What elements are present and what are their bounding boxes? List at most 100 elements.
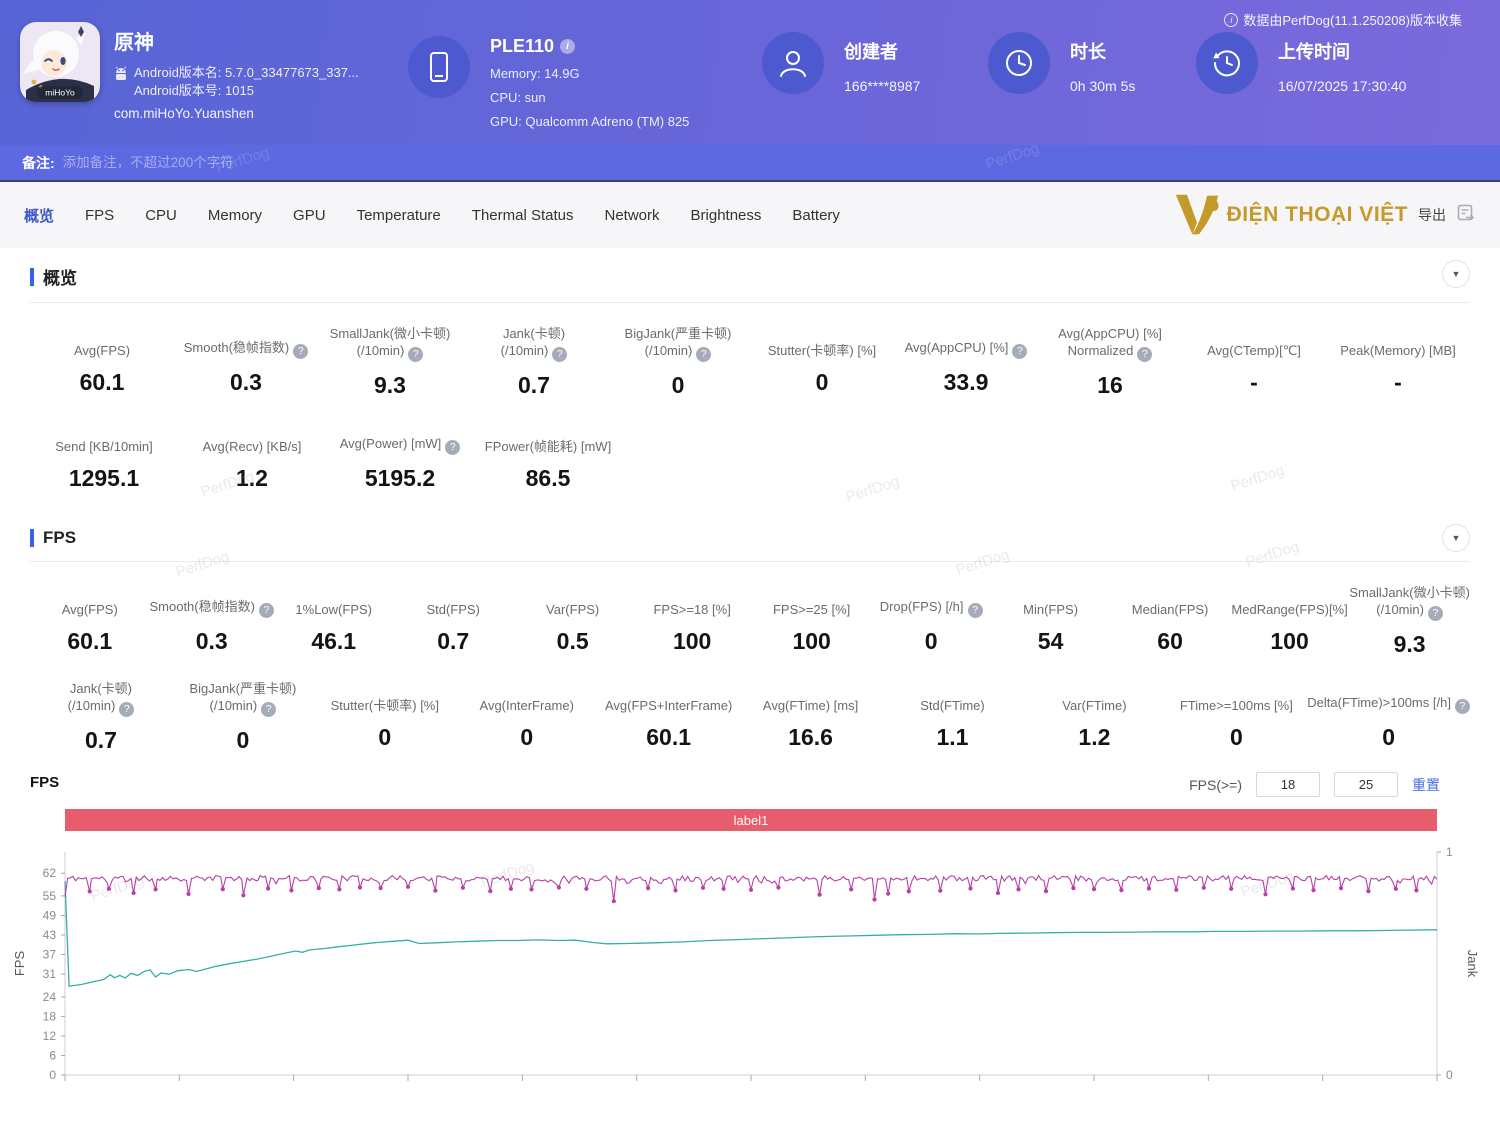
metric-label: Std(FPS): [393, 584, 512, 618]
metric-value: 5195.2: [326, 465, 474, 492]
metric-label: Stutter(卡顿率) [%]: [750, 325, 894, 359]
metric-value: 46.1: [274, 628, 393, 655]
help-icon[interactable]: ?: [552, 347, 567, 362]
metric-value: 0.7: [393, 628, 512, 655]
metric-var-fps: Var(FPS) 0.5: [513, 584, 632, 658]
fps-chart-title: FPS: [30, 774, 59, 791]
fps-threshold-input-2[interactable]: [1334, 772, 1398, 797]
device-model: PLE110: [490, 36, 554, 57]
svg-text:62: 62: [43, 866, 57, 880]
help-icon[interactable]: ?: [1137, 347, 1152, 362]
metric-value: 54: [991, 628, 1110, 655]
metric-avg-fps: Avg(FPS) 60.1: [30, 584, 149, 658]
upload-time-label: 上传时间: [1278, 38, 1406, 64]
svg-text:1: 1: [1446, 845, 1453, 859]
tab-memory[interactable]: Memory: [208, 207, 262, 224]
metric-jank: Jank(卡顿)(/10min)? 0.7: [462, 325, 606, 399]
tab-battery[interactable]: Battery: [792, 207, 840, 224]
help-icon[interactable]: ?: [968, 603, 983, 618]
metric-value: 0: [1307, 724, 1470, 751]
metric-label: Avg(Power) [mW]?: [326, 421, 474, 455]
metric-value: 100: [1230, 628, 1349, 655]
metric-label: Drop(FPS) [/h]?: [871, 584, 990, 618]
metric-fps-ge-25: FPS>=25 [%]100: [752, 584, 871, 658]
export-button[interactable]: 导出: [1418, 205, 1446, 225]
metric-avg-recv: Avg(Recv) [KB/s] 1.2: [178, 421, 326, 492]
metric-label: Avg(Recv) [KB/s]: [178, 421, 326, 455]
metric-label: Peak(Memory) [MB]: [1326, 325, 1470, 359]
metric-label: Var(FPS): [513, 584, 632, 618]
app-name: 原神: [114, 26, 359, 55]
tab-thermal-status[interactable]: Thermal Status: [472, 207, 574, 224]
report-header: miHoYo 原神 Android版本名: 5.7.0_33477: [0, 0, 1500, 145]
svg-text:12: 12: [43, 1029, 57, 1043]
metric-value: 60.1: [30, 628, 149, 655]
metric-send: Send [KB/10min]1295.1: [30, 421, 178, 492]
brand-v-icon: [1173, 192, 1221, 238]
overview-metrics-row-1: Avg(FPS)60.1Smooth(稳帧指数)?0.3SmallJank(微小…: [0, 303, 1500, 399]
export-icon[interactable]: [1456, 203, 1476, 228]
tab-cpu[interactable]: CPU: [145, 207, 177, 224]
help-icon[interactable]: ?: [1012, 344, 1027, 359]
metric-label: Jank(卡顿)(/10min)?: [462, 325, 606, 362]
metric-value: 0.3: [174, 369, 318, 396]
help-icon[interactable]: ?: [259, 603, 274, 618]
metric-value: 0.7: [462, 372, 606, 399]
help-icon[interactable]: ?: [1455, 699, 1470, 714]
fps-line-chart[interactable]: 6255494337312418126010FPSJank: [0, 840, 1500, 1086]
collected-by-note: i 数据由PerfDog(11.1.250208)版本收集: [1224, 10, 1462, 29]
svg-text:0: 0: [1446, 1068, 1453, 1082]
metric-label: Avg(CTemp)[℃]: [1182, 325, 1326, 359]
help-icon[interactable]: ?: [408, 347, 423, 362]
metric-peak-memory: Peak(Memory) [MB]-: [1326, 325, 1470, 399]
metric-smooth: Smooth(稳帧指数)?0.3: [149, 584, 273, 658]
metric-avg-appcpu-normalized: Avg(AppCPU) [%]Normalized?16: [1038, 325, 1182, 399]
metric-avg-power: Avg(Power) [mW]? 5195.2: [326, 421, 474, 492]
creator-value: 166****8987: [844, 78, 920, 94]
metric-label: Median(FPS): [1110, 584, 1229, 618]
metric-ftime-ge-100ms: FTime>=100ms [%]0: [1165, 680, 1307, 754]
device-info-icon[interactable]: i: [560, 39, 575, 54]
metric-smalljank: SmallJank(微小卡顿)(/10min)? 9.3: [1349, 584, 1470, 658]
section-accent-bar: [30, 268, 34, 286]
tab-brightness[interactable]: Brightness: [691, 207, 762, 224]
metric-value: 9.3: [1349, 631, 1470, 658]
fps-threshold-input-1[interactable]: [1256, 772, 1320, 797]
person-icon: [762, 32, 824, 94]
metric-smooth: Smooth(稳帧指数)?0.3: [174, 325, 318, 399]
help-icon[interactable]: ?: [696, 347, 711, 362]
overview-section-title: 概览: [43, 264, 77, 289]
metric-value: 0: [750, 369, 894, 396]
device-memory: Memory: 14.9G: [490, 66, 689, 81]
help-icon[interactable]: ?: [119, 702, 134, 717]
help-icon[interactable]: ?: [1428, 606, 1443, 621]
tab-gpu[interactable]: GPU: [293, 207, 326, 224]
metric-jank: Jank(卡顿)(/10min)?0.7: [30, 680, 172, 754]
device-cpu: CPU: sun: [490, 90, 689, 105]
fps-collapse-button[interactable]: ▼: [1442, 524, 1470, 552]
svg-text:FPS: FPS: [12, 951, 27, 977]
tab-overview[interactable]: 概览: [24, 205, 54, 226]
reset-button[interactable]: 重置: [1412, 775, 1440, 795]
tab-network[interactable]: Network: [605, 207, 660, 224]
help-icon[interactable]: ?: [445, 440, 460, 455]
help-icon[interactable]: ?: [293, 344, 308, 359]
note-input[interactable]: [63, 155, 703, 170]
overview-collapse-button[interactable]: ▼: [1442, 260, 1470, 288]
metric-label: Avg(FTime) [ms]: [740, 680, 882, 714]
tab-temperature[interactable]: Temperature: [357, 207, 441, 224]
android-version-name: Android版本名: 5.7.0_33477673_337...: [134, 64, 359, 82]
metric-value: 0: [172, 727, 314, 754]
metric-label: Avg(FPS): [30, 584, 149, 618]
metric-std-ftime: Std(FTime)1.1: [882, 680, 1024, 754]
tab-fps[interactable]: FPS: [85, 207, 114, 224]
help-icon[interactable]: ?: [261, 702, 276, 717]
metric-value: 1.2: [178, 465, 326, 492]
metric-label: SmallJank(微小卡顿)(/10min)?: [1349, 584, 1470, 621]
svg-text:6: 6: [49, 1049, 56, 1063]
metric-label: 1%Low(FPS): [274, 584, 393, 618]
phone-icon: [408, 36, 470, 98]
metric-avg-interframe: Avg(InterFrame)0: [456, 680, 598, 754]
metric-avg-appcpu: Avg(AppCPU) [%]?33.9: [894, 325, 1038, 399]
metric-value: 0.5: [513, 628, 632, 655]
